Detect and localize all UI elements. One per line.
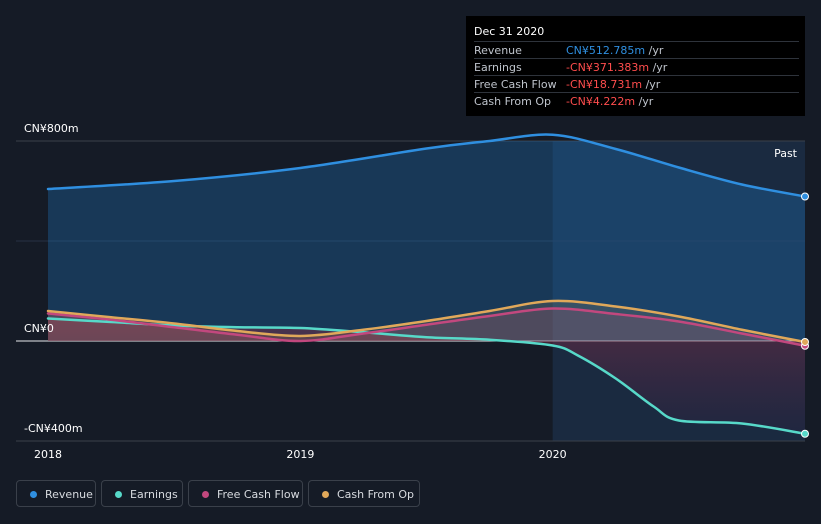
tooltip-value: -CN¥18.731m	[566, 78, 643, 91]
tooltip-unit: /yr	[642, 78, 661, 91]
tooltip-row-earnings: Earnings -CN¥371.383m /yr	[474, 58, 799, 75]
y-tick-label: CN¥0	[24, 322, 54, 335]
revenue-area	[48, 141, 805, 341]
y-tick-label: -CN¥400m	[24, 422, 83, 435]
tooltip-value: CN¥512.785m	[566, 44, 646, 57]
legend-dot-icon	[115, 491, 122, 498]
legend-item-revenue[interactable]: Revenue	[16, 480, 96, 507]
x-tick-label: 2018	[34, 448, 62, 461]
series-areas	[48, 141, 805, 434]
legend-item-cash-from-op[interactable]: Cash From Op	[308, 480, 420, 507]
legend-label: Cash From Op	[337, 488, 415, 501]
revenue-line	[46, 133, 807, 198]
data-tooltip: Dec 31 2020 Revenue CN¥512.785m /yr Earn…	[466, 16, 805, 116]
revenue-endpoint	[801, 192, 809, 201]
legend-label: Revenue	[45, 488, 93, 501]
x-tick-label: 2019	[286, 448, 314, 461]
legend-item-earnings[interactable]: Earnings	[101, 480, 183, 507]
legend-dot-icon	[202, 491, 209, 498]
tooltip-label: Revenue	[474, 44, 522, 57]
earnings-endpoint	[801, 429, 809, 438]
legend-dot-icon	[30, 491, 37, 498]
tooltip-unit: /yr	[635, 95, 654, 108]
legend-dot-icon	[322, 491, 329, 498]
y-tick-label: CN¥800m	[24, 122, 79, 135]
tooltip-value: -CN¥4.222m	[566, 95, 636, 108]
legend-label: Free Cash Flow	[217, 488, 300, 501]
cash-from-op-endpoint	[801, 338, 809, 346]
tooltip-unit: /yr	[645, 44, 664, 57]
tooltip-row-revenue: Revenue CN¥512.785m /yr	[474, 41, 799, 58]
tooltip-unit: /yr	[649, 61, 668, 74]
legend-label: Earnings	[130, 488, 178, 501]
series-lines	[46, 133, 809, 438]
x-tick-label: 2020	[539, 448, 567, 461]
free-cash-flow-area	[48, 308, 805, 346]
tooltip-label: Free Cash Flow	[474, 78, 557, 91]
past-label: Past	[774, 147, 798, 160]
legend-item-free-cash-flow[interactable]: Free Cash Flow	[188, 480, 303, 507]
free-cash-flow-line	[46, 307, 807, 347]
earnings-area	[48, 318, 805, 434]
tooltip-row-free-cash-flow: Free Cash Flow -CN¥18.731m /yr	[474, 75, 799, 92]
tooltip-value: -CN¥371.383m	[566, 61, 650, 74]
tooltip-row-cash-from-op: Cash From Op -CN¥4.222m /yr	[474, 92, 799, 109]
tooltip-label: Cash From Op	[474, 95, 552, 108]
tooltip-label: Earnings	[474, 61, 522, 74]
axis-labels: CN¥800m CN¥0 -CN¥400m 2018 2019 2020	[24, 122, 567, 461]
tooltip-date: Dec 31 2020	[474, 25, 545, 38]
cash-from-op-line	[46, 299, 807, 344]
